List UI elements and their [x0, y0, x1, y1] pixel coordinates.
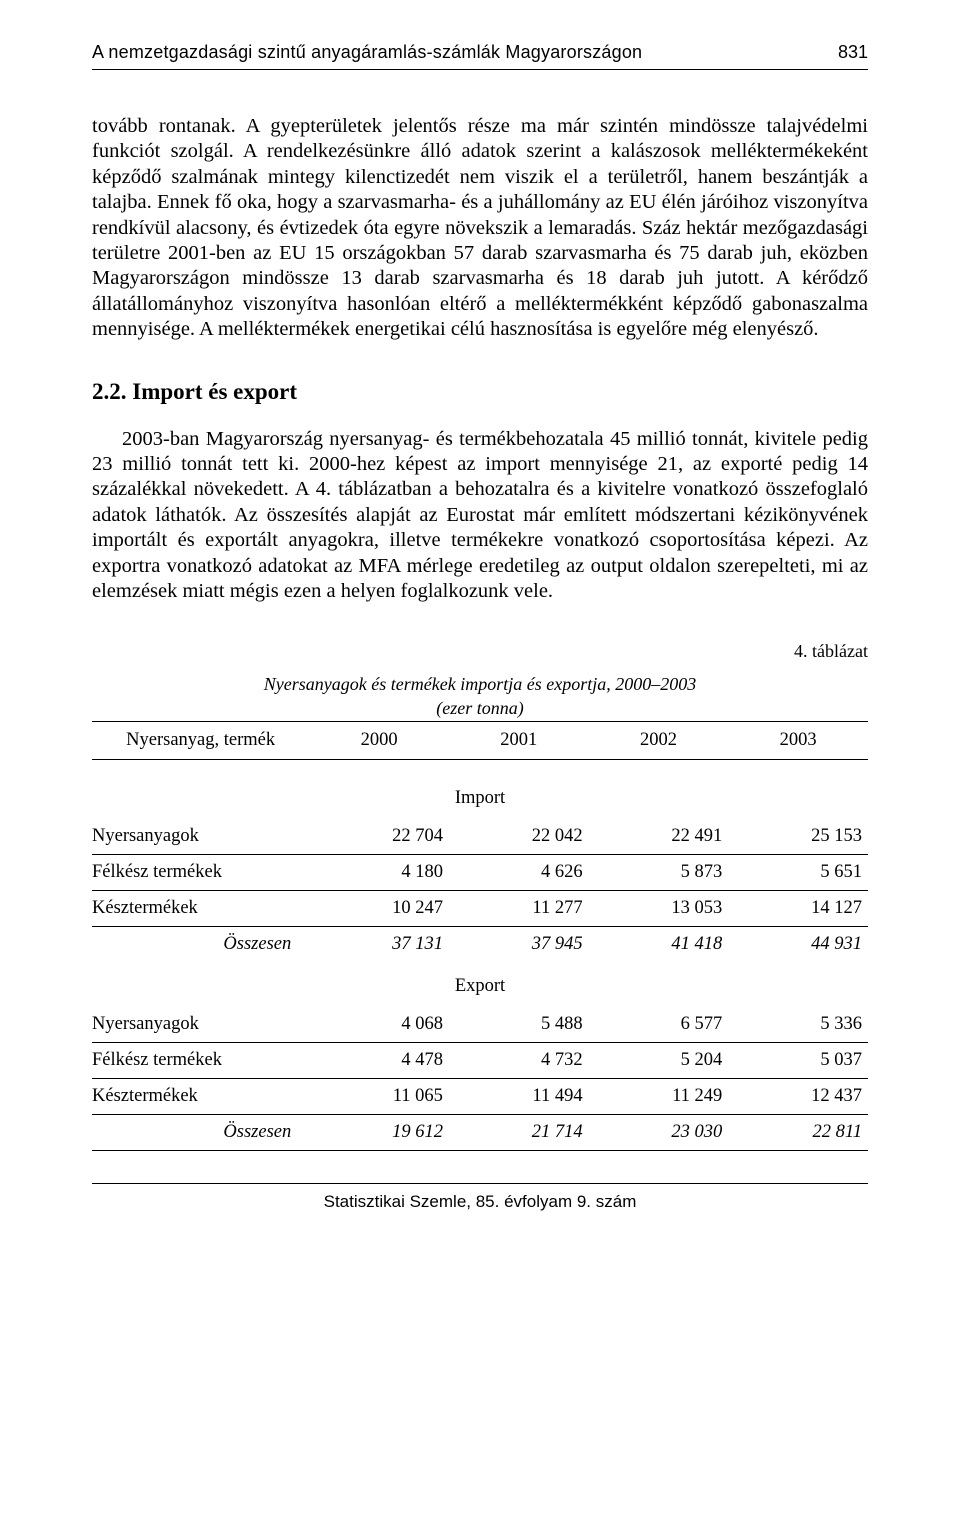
cell: 22 491	[589, 819, 729, 855]
paragraph-1: tovább rontanak. A gyepterületek jelentő…	[92, 114, 868, 343]
total-label: Összesen	[92, 1114, 309, 1150]
cell: 11 249	[589, 1078, 729, 1114]
cell: 5 204	[589, 1042, 729, 1078]
export-label: Export	[92, 962, 868, 1007]
col-header-3: 2002	[589, 722, 729, 760]
cell: 12 437	[728, 1078, 868, 1114]
cell: 5 651	[728, 854, 868, 890]
table-row: Nyersanyagok 4 068 5 488 6 577 5 336	[92, 1007, 868, 1043]
cell: 19 612	[309, 1114, 449, 1150]
cell: 4 626	[449, 854, 589, 890]
cell: 5 873	[589, 854, 729, 890]
paragraph-2: 2003-ban Magyarország nyersanyag- és ter…	[92, 427, 868, 605]
cell: 22 042	[449, 819, 589, 855]
cell: 11 494	[449, 1078, 589, 1114]
total-label: Összesen	[92, 926, 309, 962]
table-label: 4. táblázat	[92, 641, 868, 662]
import-label: Import	[92, 774, 868, 819]
cell: 4 068	[309, 1007, 449, 1043]
cell: 37 945	[449, 926, 589, 962]
cell: 5 336	[728, 1007, 868, 1043]
cell: 11 065	[309, 1078, 449, 1114]
import-total-row: Összesen 37 131 37 945 41 418 44 931	[92, 926, 868, 962]
col-header-1: 2000	[309, 722, 449, 760]
cell: 25 153	[728, 819, 868, 855]
cell: 41 418	[589, 926, 729, 962]
cell: 37 131	[309, 926, 449, 962]
spacer-row	[92, 760, 868, 774]
table-row: Félkész termékek 4 180 4 626 5 873 5 651	[92, 854, 868, 890]
cell: 44 931	[728, 926, 868, 962]
cell: 22 704	[309, 819, 449, 855]
page-number: 831	[838, 42, 868, 63]
cell: 6 577	[589, 1007, 729, 1043]
page-container: A nemzetgazdasági szintű anyagáramlás-sz…	[0, 0, 960, 1246]
table-row: Késztermékek 11 065 11 494 11 249 12 437	[92, 1078, 868, 1114]
table-header-row: Nyersanyag, termék 2000 2001 2002 2003	[92, 722, 868, 760]
cell: 10 247	[309, 890, 449, 926]
table-row: Nyersanyagok 22 704 22 042 22 491 25 153	[92, 819, 868, 855]
row-label: Késztermékek	[92, 1078, 309, 1114]
cell: 4 732	[449, 1042, 589, 1078]
table-row: Késztermékek 10 247 11 277 13 053 14 127	[92, 890, 868, 926]
cell: 22 811	[728, 1114, 868, 1150]
row-label: Késztermékek	[92, 890, 309, 926]
cell: 21 714	[449, 1114, 589, 1150]
section-heading: 2.2. Import és export	[92, 379, 868, 405]
table-row: Félkész termékek 4 478 4 732 5 204 5 037	[92, 1042, 868, 1078]
cell: 13 053	[589, 890, 729, 926]
col-header-0: Nyersanyag, termék	[92, 722, 309, 760]
page-footer: Statisztikai Szemle, 85. évfolyam 9. szá…	[92, 1183, 868, 1212]
cell: 5 488	[449, 1007, 589, 1043]
cell: 4 478	[309, 1042, 449, 1078]
cell: 23 030	[589, 1114, 729, 1150]
table-caption: Nyersanyagok és termékek importja és exp…	[92, 672, 868, 721]
running-header-title: A nemzetgazdasági szintű anyagáramlás-sz…	[92, 42, 642, 63]
col-header-2: 2001	[449, 722, 589, 760]
export-total-row: Összesen 19 612 21 714 23 030 22 811	[92, 1114, 868, 1150]
cell: 5 037	[728, 1042, 868, 1078]
cell: 14 127	[728, 890, 868, 926]
footer-text: Statisztikai Szemle, 85. évfolyam 9. szá…	[324, 1192, 637, 1211]
page-header: A nemzetgazdasági szintű anyagáramlás-sz…	[92, 42, 868, 70]
cell: 11 277	[449, 890, 589, 926]
export-section-header: Export	[92, 962, 868, 1007]
import-section-header: Import	[92, 774, 868, 819]
row-label: Félkész termékek	[92, 1042, 309, 1078]
row-label: Nyersanyagok	[92, 819, 309, 855]
row-label: Nyersanyagok	[92, 1007, 309, 1043]
row-label: Félkész termékek	[92, 854, 309, 890]
table-caption-line2: (ezer tonna)	[436, 698, 523, 718]
import-export-table: Nyersanyag, termék 2000 2001 2002 2003 I…	[92, 721, 868, 1151]
col-header-4: 2003	[728, 722, 868, 760]
cell: 4 180	[309, 854, 449, 890]
table-caption-line1: Nyersanyagok és termékek importja és exp…	[264, 674, 696, 694]
